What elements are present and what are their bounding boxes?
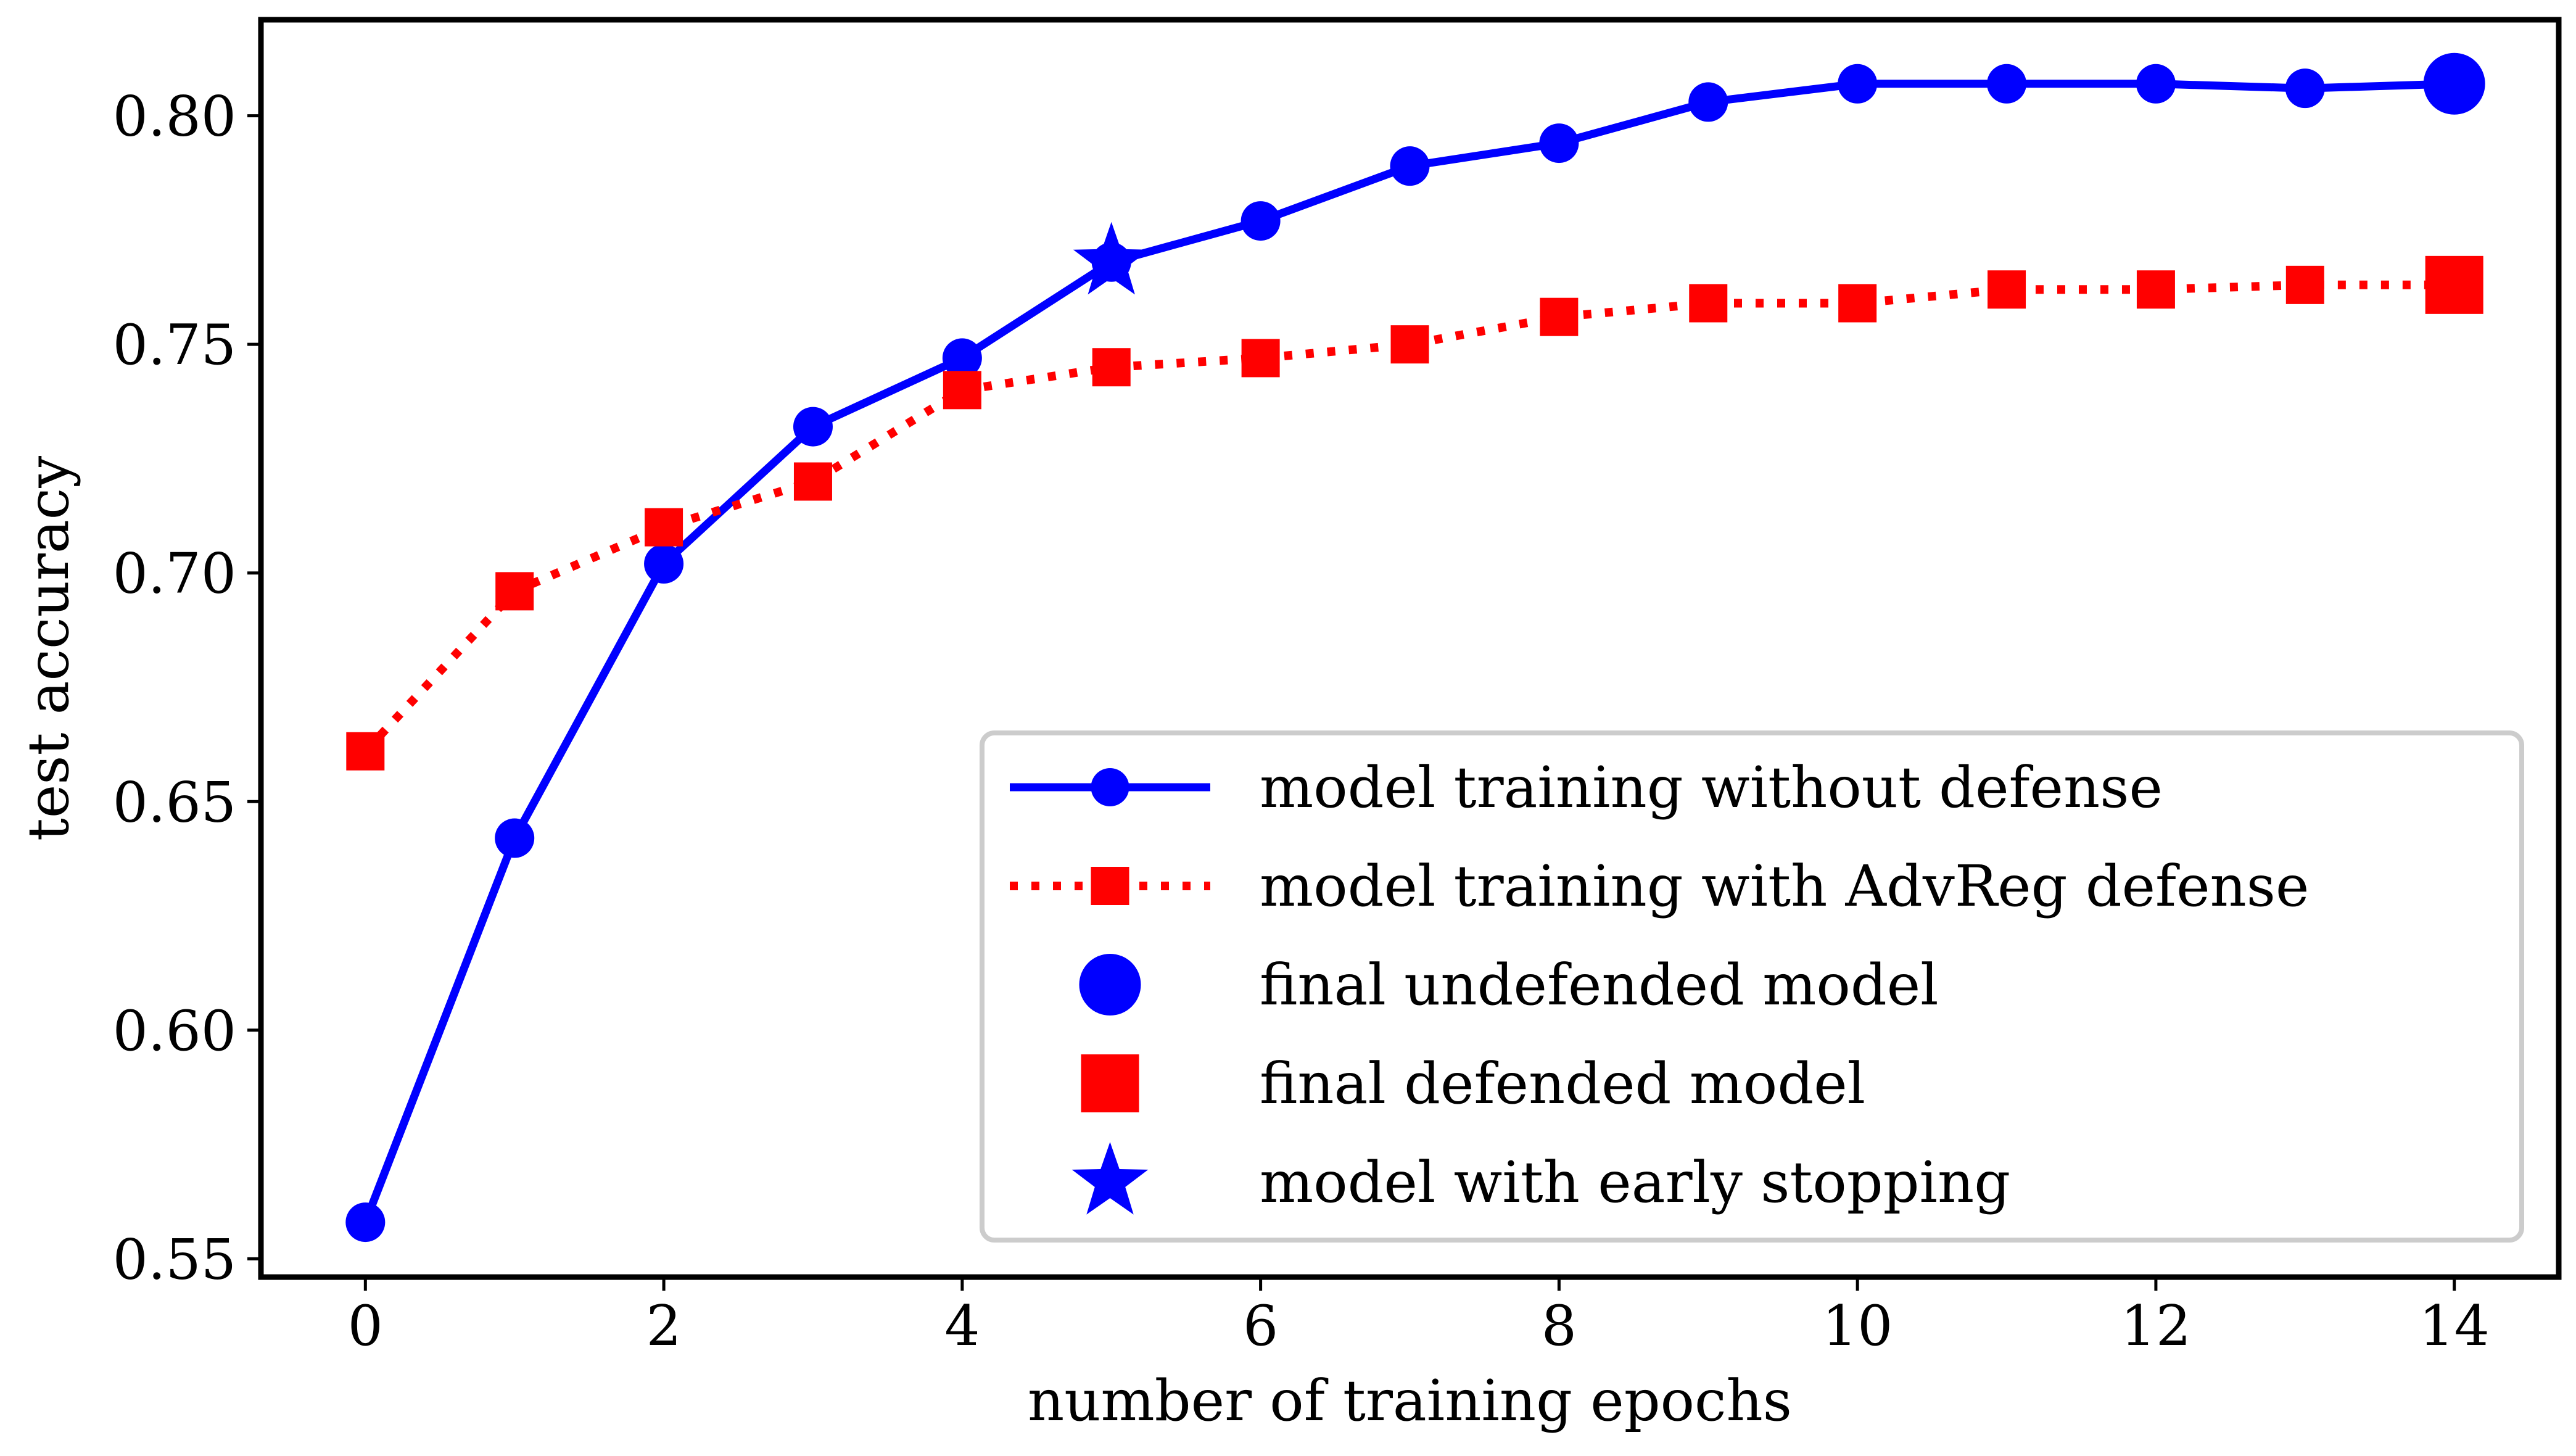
x-tick-label: 8 <box>1542 1294 1577 1359</box>
legend-marker <box>1079 954 1141 1015</box>
data-point <box>943 371 981 410</box>
x-tick-label: 14 <box>2419 1294 2490 1359</box>
legend-label: model training without defense <box>1260 755 2163 821</box>
data-point <box>346 732 385 771</box>
x-tick-label: 6 <box>1243 1294 1278 1359</box>
legend-entry: final defended model <box>1081 1051 1865 1117</box>
legend-entry: model training without defense <box>1010 755 2163 821</box>
highlight-star <box>1073 221 1150 295</box>
data-point <box>2136 270 2175 309</box>
data-point <box>1539 123 1579 163</box>
legend-label: model training with AdvReg defense <box>1260 853 2309 919</box>
data-point <box>345 1202 386 1243</box>
x-axis-label: number of training epochs <box>1028 1368 1792 1434</box>
axis-ticks: 0 2 4 6 8 10 12 14 0.55 0.60 0.65 0.70 0.75 0.80 <box>113 85 2490 1359</box>
legend-label: final undefended model <box>1260 952 1939 1018</box>
data-point <box>942 338 982 378</box>
series-2 <box>346 265 2474 771</box>
data-point <box>644 544 684 584</box>
data-point <box>1540 297 1579 336</box>
highlight-square <box>2425 255 2483 314</box>
legend-marker <box>1081 1054 1139 1112</box>
data-point <box>2285 265 2324 304</box>
data-point <box>495 572 534 611</box>
data-point <box>1241 201 1281 241</box>
series-line <box>362 280 2454 755</box>
data-point <box>793 407 833 447</box>
highlight-circle <box>2423 52 2485 115</box>
data-point <box>1390 325 1429 364</box>
x-tick-label: 12 <box>2121 1294 2192 1359</box>
data-point <box>1241 339 1280 378</box>
data-point <box>2285 68 2325 109</box>
data-point <box>1838 64 1878 104</box>
y-tick-label: 0.80 <box>113 85 236 149</box>
x-tick-label: 10 <box>1822 1294 1893 1359</box>
x-tick-label: 0 <box>348 1294 383 1359</box>
data-point <box>2136 64 2176 104</box>
data-point <box>1390 146 1430 186</box>
plot-frame <box>258 17 2562 1280</box>
legend-label: final defended model <box>1260 1051 1865 1117</box>
legend-marker <box>1071 1142 1149 1215</box>
data-point <box>1988 270 2026 309</box>
data-point <box>495 818 535 858</box>
data-point <box>793 462 832 501</box>
data-point <box>1092 348 1131 387</box>
x-tick-label: 2 <box>646 1294 681 1359</box>
legend-entry: final undefended model <box>1079 952 1939 1018</box>
legend: model training without defense model trai… <box>980 730 2524 1243</box>
data-point <box>1838 284 1877 323</box>
legend-box <box>980 730 2524 1243</box>
y-tick-label: 0.65 <box>113 770 236 835</box>
data-point <box>1688 82 1728 122</box>
y-axis-label: test accuracy <box>15 456 81 841</box>
y-tick-label: 0.60 <box>113 999 236 1064</box>
legend-marker <box>1091 768 1129 806</box>
legend-entry: model training with AdvReg defense <box>1010 853 2309 919</box>
x-tick-label: 4 <box>944 1294 980 1359</box>
data-point <box>645 508 683 547</box>
data-point <box>1987 64 2027 104</box>
y-tick-label: 0.55 <box>113 1227 236 1292</box>
legend-marker <box>1091 867 1129 905</box>
legend-label: model with early stopping <box>1260 1149 2010 1215</box>
y-tick-label: 0.70 <box>113 542 236 606</box>
data-point <box>1689 284 1728 323</box>
legend-entry: model with early stopping <box>1071 1142 2010 1215</box>
highlight-markers <box>1073 52 2485 314</box>
y-tick-label: 0.75 <box>113 313 236 378</box>
